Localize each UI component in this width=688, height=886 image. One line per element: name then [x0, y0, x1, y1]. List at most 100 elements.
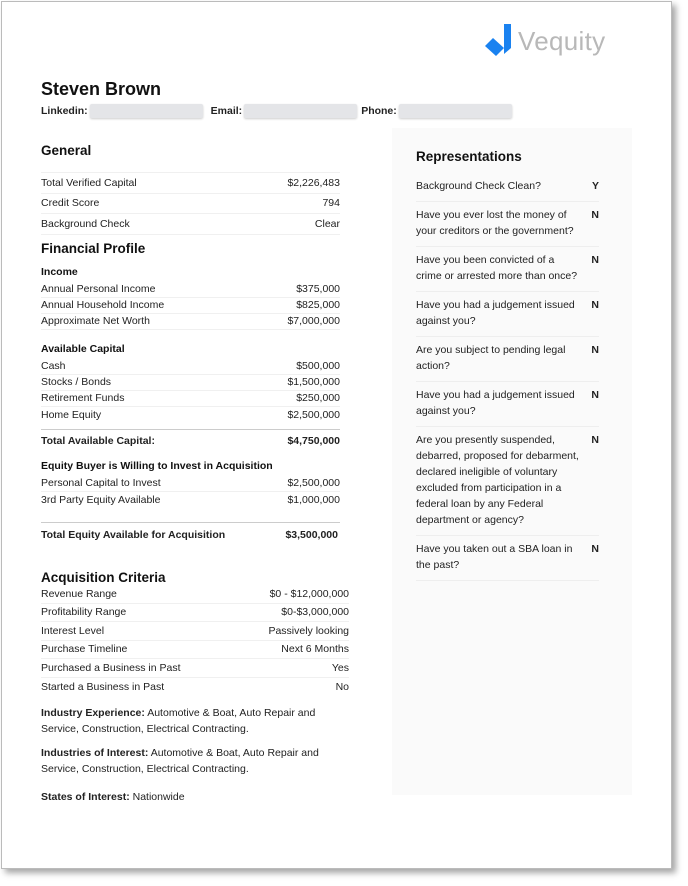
row-value: $0-$3,000,000	[281, 606, 349, 619]
row-label: Retirement Funds	[41, 392, 125, 404]
row-value: Passively looking	[268, 624, 349, 637]
table-row: Credit Score 794	[41, 194, 340, 214]
table-row: Profitability Range $0-$3,000,000	[41, 604, 349, 622]
profile-name: Steven Brown	[41, 79, 162, 99]
table-row: Purchased a Business in Past Yes	[41, 659, 349, 678]
representation-answer: N	[591, 254, 599, 266]
states-label: States of Interest:	[41, 791, 130, 803]
representation-question: Have you had a judgement issued against …	[416, 299, 575, 327]
table-row: Stocks / Bonds $1,500,000	[41, 375, 340, 391]
industry-experience: Industry Experience: Automotive & Boat, …	[41, 705, 349, 737]
linkedin-value-redacted	[89, 104, 203, 118]
row-value: $7,000,000	[287, 315, 340, 327]
representation-item: Background Check Clean? Y	[416, 173, 599, 202]
row-value: $2,226,483	[287, 176, 340, 189]
representation-item: Are you presently suspended, debarred, p…	[416, 427, 599, 536]
acquisition-criteria: Acquisition Criteria Revenue Range $0 - $…	[41, 570, 349, 805]
representation-answer: N	[591, 209, 599, 221]
row-label: Total Verified Capital	[41, 176, 137, 189]
industries-interest-value: Automotive & Boat, Auto Repair and Servi…	[41, 747, 319, 775]
representation-item: Have you been convicted of a crime or ar…	[416, 247, 599, 292]
row-value: $250,000	[296, 392, 340, 404]
income-title: Income	[41, 265, 78, 278]
row-label: Annual Personal Income	[41, 283, 156, 295]
row-value: No	[335, 680, 349, 693]
available-capital-title: Available Capital	[41, 342, 125, 355]
row-label: Cash	[41, 360, 66, 372]
table-row: 3rd Party Equity Available $1,000,000	[41, 492, 340, 508]
row-value: $375,000	[296, 283, 340, 295]
representation-question: Background Check Clean?	[416, 180, 541, 192]
states-value: Nationwide	[132, 791, 185, 803]
industries-interest-label: Industries of Interest:	[41, 747, 149, 759]
general-table: Total Verified Capital $2,226,483 Credit …	[41, 172, 340, 235]
representation-answer: N	[591, 389, 599, 401]
representation-question: Are you subject to pending legal action?	[416, 344, 566, 372]
industry-experience-value: Automotive & Boat, Auto Repair and Servi…	[41, 707, 316, 735]
row-value: $825,000	[296, 299, 340, 311]
representation-question: Have you ever lost the money of your cre…	[416, 209, 574, 237]
contact-row: Linkedin: Email: Phone:	[41, 104, 512, 118]
row-value: $1,000,000	[287, 493, 340, 506]
row-value: $500,000	[296, 360, 340, 372]
representations-panel: Representations Background Check Clean? Y…	[392, 128, 632, 795]
representation-question: Have you taken out a SBA loan in the pas…	[416, 543, 573, 571]
row-label: Annual Household Income	[41, 299, 165, 311]
phone-label: Phone:	[361, 105, 397, 117]
states-of-interest: States of Interest: Nationwide	[41, 789, 349, 805]
vequity-logo: Vequity	[484, 24, 605, 58]
total-value: $3,500,000	[285, 528, 338, 541]
table-row: Background Check Clear	[41, 214, 340, 235]
row-value: 794	[322, 197, 340, 210]
row-label: Purchased a Business in Past	[41, 661, 181, 674]
row-value: Yes	[331, 661, 349, 674]
representations-list: Background Check Clean? Y Have you ever lo…	[416, 173, 599, 581]
row-label: Home Equity	[41, 408, 102, 421]
email-value-redacted	[244, 104, 358, 118]
table-row: Personal Capital to Invest $2,500,000	[41, 476, 340, 492]
representations-title: Representations	[416, 149, 522, 164]
row-label: Background Check	[41, 217, 130, 230]
row-label: Interest Level	[41, 624, 105, 637]
table-row: Retirement Funds $250,000	[41, 391, 340, 407]
row-value: $1,500,000	[287, 376, 340, 388]
row-value: Next 6 Months	[281, 643, 349, 656]
representation-question: Have you been convicted of a crime or ar…	[416, 254, 578, 282]
row-label: Revenue Range	[41, 587, 117, 600]
representation-item: Are you subject to pending legal action?…	[416, 337, 599, 382]
total-value: $4,750,000	[287, 434, 340, 447]
total-label: Total Available Capital:	[41, 434, 155, 447]
equity-title: Equity Buyer is Willing to Invest in Acq…	[41, 459, 273, 472]
email-label: Email:	[210, 105, 243, 117]
table-row: Interest Level Passively looking	[41, 622, 349, 641]
representation-item: Have you had a judgement issued against …	[416, 382, 599, 427]
row-label: Purchase Timeline	[41, 643, 128, 656]
row-label: Personal Capital to Invest	[41, 477, 161, 489]
row-value: $0 - $12,000,000	[269, 587, 349, 600]
representation-answer: N	[591, 344, 599, 356]
financial-profile-title: Financial Profile	[41, 240, 146, 256]
representation-item: Have you had a judgement issued against …	[416, 292, 599, 337]
phone-value-redacted	[398, 104, 512, 118]
row-label: Credit Score	[41, 197, 100, 210]
table-row: Cash $500,000	[41, 359, 340, 375]
table-row: Total Verified Capital $2,226,483	[41, 173, 340, 194]
representation-item: Have you ever lost the money of your cre…	[416, 202, 599, 247]
general-title: General	[41, 143, 92, 158]
industries-of-interest: Industries of Interest: Automotive & Boa…	[41, 745, 349, 777]
row-label: Started a Business in Past	[41, 680, 165, 693]
representation-item: Have you taken out a SBA loan in the pas…	[416, 536, 599, 581]
linkedin-label: Linkedin:	[41, 105, 88, 117]
total-equity: Total Equity Available for Acquisition $3…	[41, 521, 340, 541]
industry-experience-label: Industry Experience:	[41, 707, 145, 719]
row-value: Clear	[314, 217, 340, 230]
row-label: Profitability Range	[41, 606, 127, 619]
table-row: Approximate Net Worth $7,000,000	[41, 314, 340, 330]
total-available-capital: Total Available Capital: $4,750,000	[41, 428, 340, 447]
table-row: Revenue Range $0 - $12,000,000	[41, 585, 349, 604]
financial-profile: Income Annual Personal Income $375,000 An…	[41, 266, 340, 541]
representation-answer: N	[591, 299, 599, 311]
logo-text: Vequity	[518, 25, 606, 56]
row-label: Approximate Net Worth	[41, 315, 150, 327]
row-label: 3rd Party Equity Available	[41, 493, 161, 506]
